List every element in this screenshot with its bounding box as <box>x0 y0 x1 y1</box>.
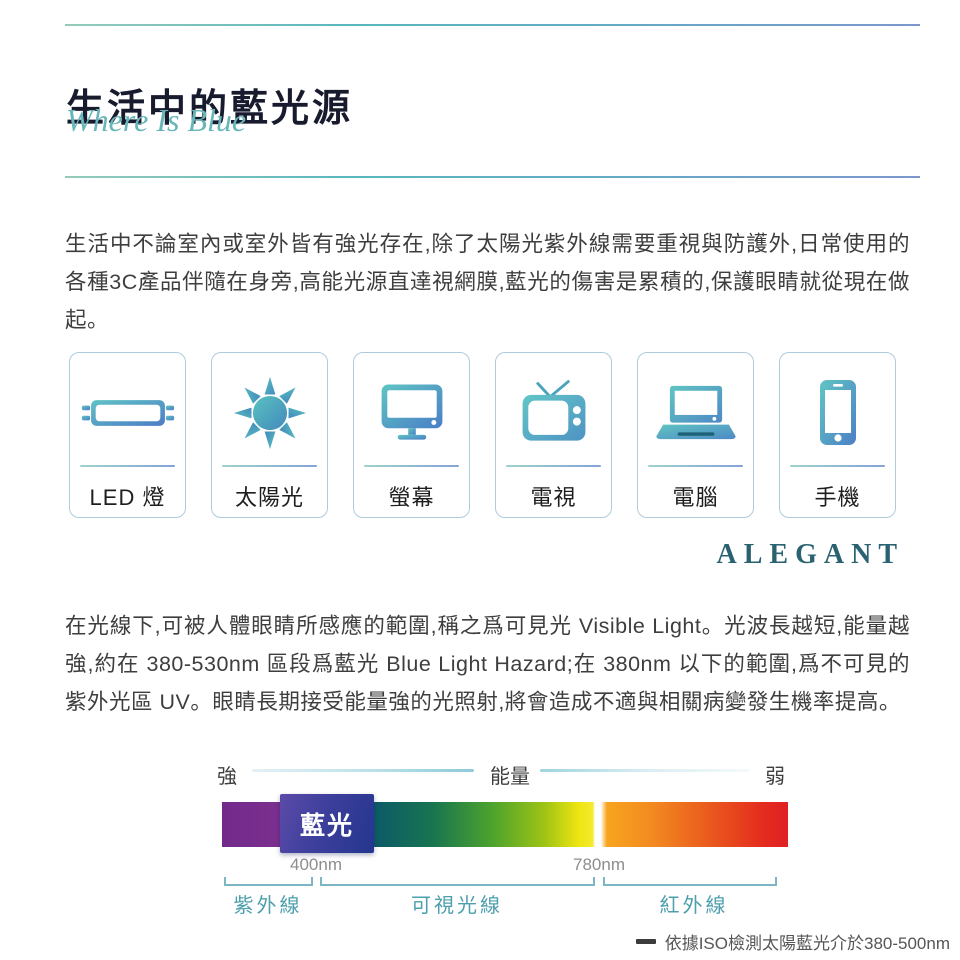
intro-paragraph: 生活中不論室內或室外皆有強光存在,除了太陽光紫外線需要重視與防護外,日常使用的各… <box>65 231 910 332</box>
card-divider <box>790 465 885 467</box>
sun-icon <box>231 353 309 465</box>
iso-footnote: 依據ISO檢測太陽藍光介於380-500nm <box>635 929 950 954</box>
wavelength-tick-780nm: 780nm <box>573 855 625 874</box>
energy-axis-title: 能量 <box>490 766 530 788</box>
region-label-ir: 紅外線 <box>659 895 729 917</box>
source-card-label: 電腦 <box>672 485 719 510</box>
body-paragraph: 在光線下,可被人體眼睛所感應的範圍,稱之爲可見光 Visible Light。光… <box>65 613 910 714</box>
card-divider <box>648 465 743 467</box>
card-divider <box>80 465 175 467</box>
blue-light-label: 藍光 <box>299 811 354 840</box>
ir-range-bracket <box>603 877 777 886</box>
led-tube-icon <box>80 353 176 465</box>
monitor-icon <box>374 353 450 465</box>
card-divider <box>222 465 317 467</box>
page-subtitle: Where Is Blue <box>66 102 247 138</box>
section-divider-line <box>65 176 920 178</box>
source-card-phone: 手機 <box>779 352 896 518</box>
blue-light-highlight-box: 藍光 <box>280 794 374 853</box>
source-card-sun: 太陽光 <box>211 352 328 518</box>
page-title: 生活中的藍光源 <box>66 88 354 131</box>
source-card-label: LED 燈 <box>89 485 166 510</box>
energy-gradient-line-right <box>540 769 750 772</box>
iso-footnote-text: 依據ISO檢測太陽藍光介於380-500nm <box>664 934 950 953</box>
source-card-tv: 電視 <box>495 352 612 518</box>
source-card-label: 太陽光 <box>234 485 304 510</box>
top-accent-line <box>65 24 920 26</box>
card-divider <box>364 465 459 467</box>
card-divider <box>506 465 601 467</box>
wavelength-tick-400nm: 400nm <box>290 855 342 874</box>
source-card-label: 電視 <box>530 485 577 510</box>
source-card-monitor: 螢幕 <box>353 352 470 518</box>
tv-icon <box>514 353 594 465</box>
source-card-laptop: 電腦 <box>637 352 754 518</box>
region-label-uv: 紫外線 <box>233 895 303 917</box>
dash-icon <box>635 939 656 944</box>
visible-range-bracket <box>320 877 595 886</box>
laptop-icon <box>653 353 739 465</box>
uv-range-bracket <box>224 877 313 886</box>
source-card-led: LED 燈 <box>69 352 186 518</box>
blue-light-source-cards: LED 燈 <box>69 352 896 518</box>
energy-weak-label: 弱 <box>765 766 785 788</box>
energy-gradient-line-left <box>252 769 474 772</box>
source-card-label: 手機 <box>814 485 861 510</box>
phone-icon <box>816 353 860 465</box>
brand-logo-text: ALEGANT <box>716 539 904 570</box>
region-label-visible: 可視光線 <box>411 895 503 917</box>
source-card-label: 螢幕 <box>388 485 435 510</box>
energy-strong-label: 強 <box>217 766 237 788</box>
